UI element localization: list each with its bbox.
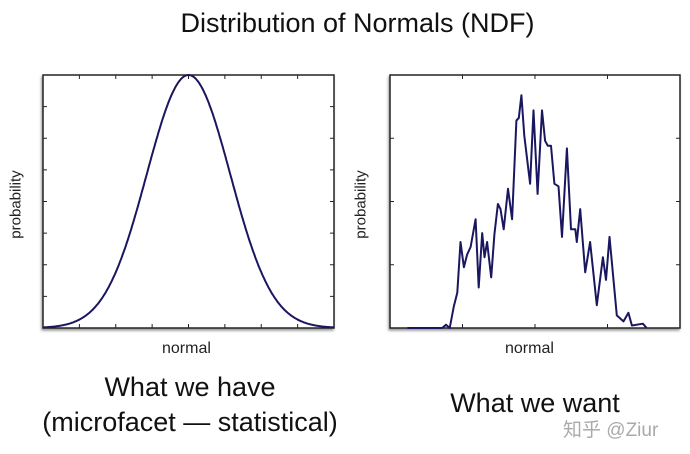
- left-y-axis-label: probability: [7, 170, 25, 239]
- right-x-axis-label: normal: [505, 340, 554, 357]
- right-series-line: [407, 94, 648, 329]
- left-series-line: [43, 74, 334, 329]
- right-y-axis-label: probability: [352, 170, 370, 239]
- left-caption-line-1: What we have: [104, 372, 276, 402]
- right-plot-frame: [389, 74, 681, 329]
- left-caption-line-2: (microfacet — statistical): [42, 407, 338, 437]
- right-caption: What we want: [450, 388, 620, 418]
- watermark: 知乎 @Ziur: [563, 420, 659, 441]
- left-plot-frame: [42, 74, 335, 329]
- left-x-axis-label: normal: [162, 340, 211, 357]
- slide-title: Distribution of Normals (NDF): [180, 8, 535, 38]
